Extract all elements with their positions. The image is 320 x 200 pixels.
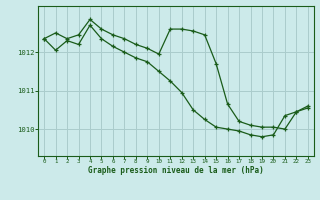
X-axis label: Graphe pression niveau de la mer (hPa): Graphe pression niveau de la mer (hPa)	[88, 166, 264, 175]
